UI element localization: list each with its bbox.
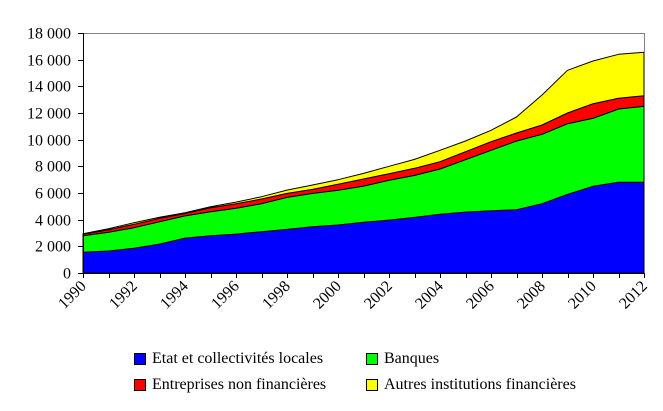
y-tick-label: 4 000 xyxy=(35,213,71,230)
x-tick-label: 1994 xyxy=(157,278,192,313)
legend-label-autres: Autres institutions financières xyxy=(384,376,576,393)
x-tick-label: 1998 xyxy=(259,278,294,313)
legend-label-entreprises: Entreprises non financières xyxy=(152,376,327,393)
legend-label-banques: Banques xyxy=(384,350,440,367)
y-tick-label: 10 000 xyxy=(27,133,71,150)
x-axis: 1990 1992 1994 1996 1998 2000 2002 2004 2006 2008… xyxy=(55,273,651,312)
plot-frame xyxy=(83,33,645,273)
x-tick-label: 1990 xyxy=(55,278,90,313)
y-tick-label: 12 000 xyxy=(27,106,71,123)
y-tick-label: 14 000 xyxy=(27,79,71,96)
area-series-group xyxy=(82,51,645,274)
stacked-area-chart: 0 2 000 4 000 6 000 8 000 10 000 12 000 14 000 1… xyxy=(27,26,651,313)
legend-swatch-banques xyxy=(366,353,378,365)
x-tick-label: 1996 xyxy=(208,278,243,313)
x-tick-label: 2002 xyxy=(361,278,396,313)
x-tick-label: 2004 xyxy=(412,278,447,313)
x-tick-label: 2012 xyxy=(616,278,651,313)
legend-label-etat: Etat et collectivités locales xyxy=(152,350,324,367)
x-tick-label: 1992 xyxy=(106,278,141,313)
legend-swatch-entreprises xyxy=(134,379,146,391)
y-tick-label: 8 000 xyxy=(35,159,71,176)
x-tick-label: 2006 xyxy=(463,278,498,313)
legend-item-etat: Etat et collectivités locales xyxy=(134,350,323,368)
legend-item-entreprises: Entreprises non financières xyxy=(134,376,326,394)
x-tick-label: 2000 xyxy=(310,278,345,313)
x-tick-label: 2010 xyxy=(565,278,600,313)
y-axis: 0 2 000 4 000 6 000 8 000 10 000 12 000 14 000 1… xyxy=(27,26,84,283)
y-tick-label: 18 000 xyxy=(27,26,71,43)
y-tick-label: 2 000 xyxy=(35,239,71,256)
x-tick-label: 2008 xyxy=(514,278,549,313)
legend-swatch-autres xyxy=(366,379,378,391)
y-tick-label: 0 xyxy=(63,266,71,283)
legend-item-banques: Banques xyxy=(366,350,439,368)
legend: Etat et collectivités locales Banques En… xyxy=(130,346,650,402)
legend-item-autres: Autres institutions financières xyxy=(366,376,576,394)
y-tick-label: 16 000 xyxy=(27,53,71,70)
y-tick-label: 6 000 xyxy=(35,186,71,203)
legend-swatch-etat xyxy=(134,353,146,365)
